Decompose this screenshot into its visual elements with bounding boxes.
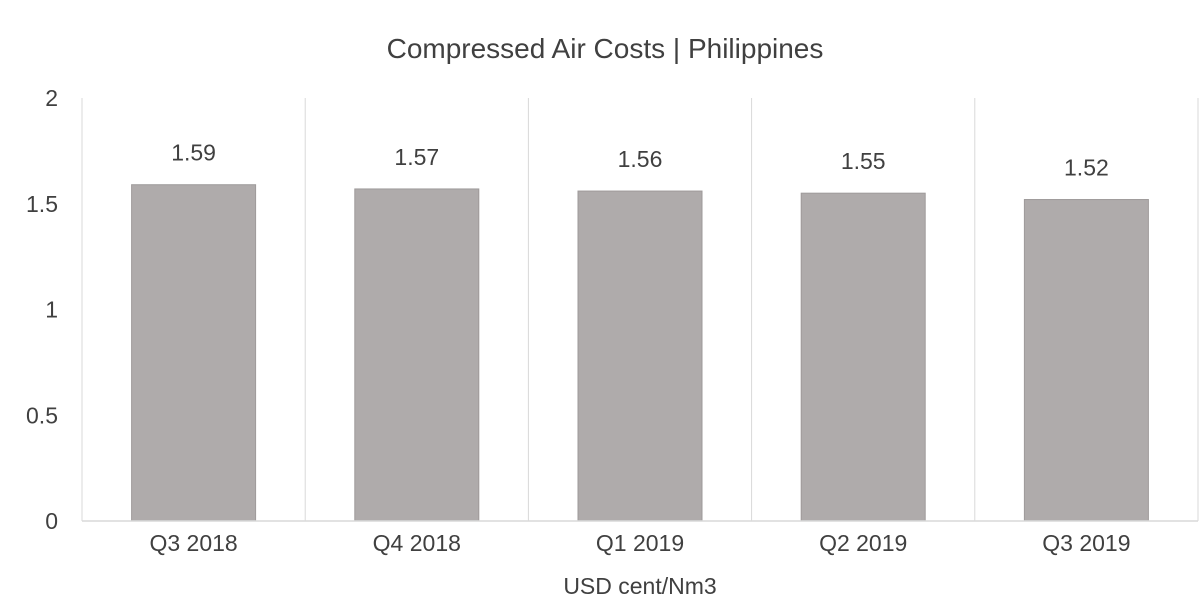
x-axis-label: USD cent/Nm3 [563,573,716,599]
y-axis: 0 0.5 1 1.5 2 [26,85,58,534]
data-label: 1.57 [394,144,439,170]
y-tick-label: 1 [45,297,58,323]
data-label: 1.56 [618,146,663,172]
y-tick-label: 0 [45,508,58,534]
data-label: 1.55 [841,148,886,174]
data-label: 1.52 [1064,155,1109,181]
chart-title: Compressed Air Costs | Philippines [387,33,824,64]
x-tick-label: Q3 2018 [149,530,237,556]
x-axis: Q3 2018 Q4 2018 Q1 2019 Q2 2019 Q3 2019 [82,520,1198,556]
y-tick-label: 2 [45,85,58,111]
grid-lines [81,98,1199,521]
y-tick-label: 0.5 [26,402,58,428]
x-tick-label: Q1 2019 [596,530,684,556]
y-tick-label: 1.5 [26,191,58,217]
x-tick-label: Q2 2019 [819,530,907,556]
bar [577,190,703,522]
data-label: 1.59 [171,140,216,166]
bar [354,188,480,522]
bars: 1.59 1.57 1.56 1.55 1.52 [131,140,1149,522]
x-tick-label: Q4 2018 [373,530,461,556]
x-tick-label: Q3 2019 [1042,530,1130,556]
bar [800,192,926,522]
bar [1023,199,1149,522]
bar [131,184,257,522]
